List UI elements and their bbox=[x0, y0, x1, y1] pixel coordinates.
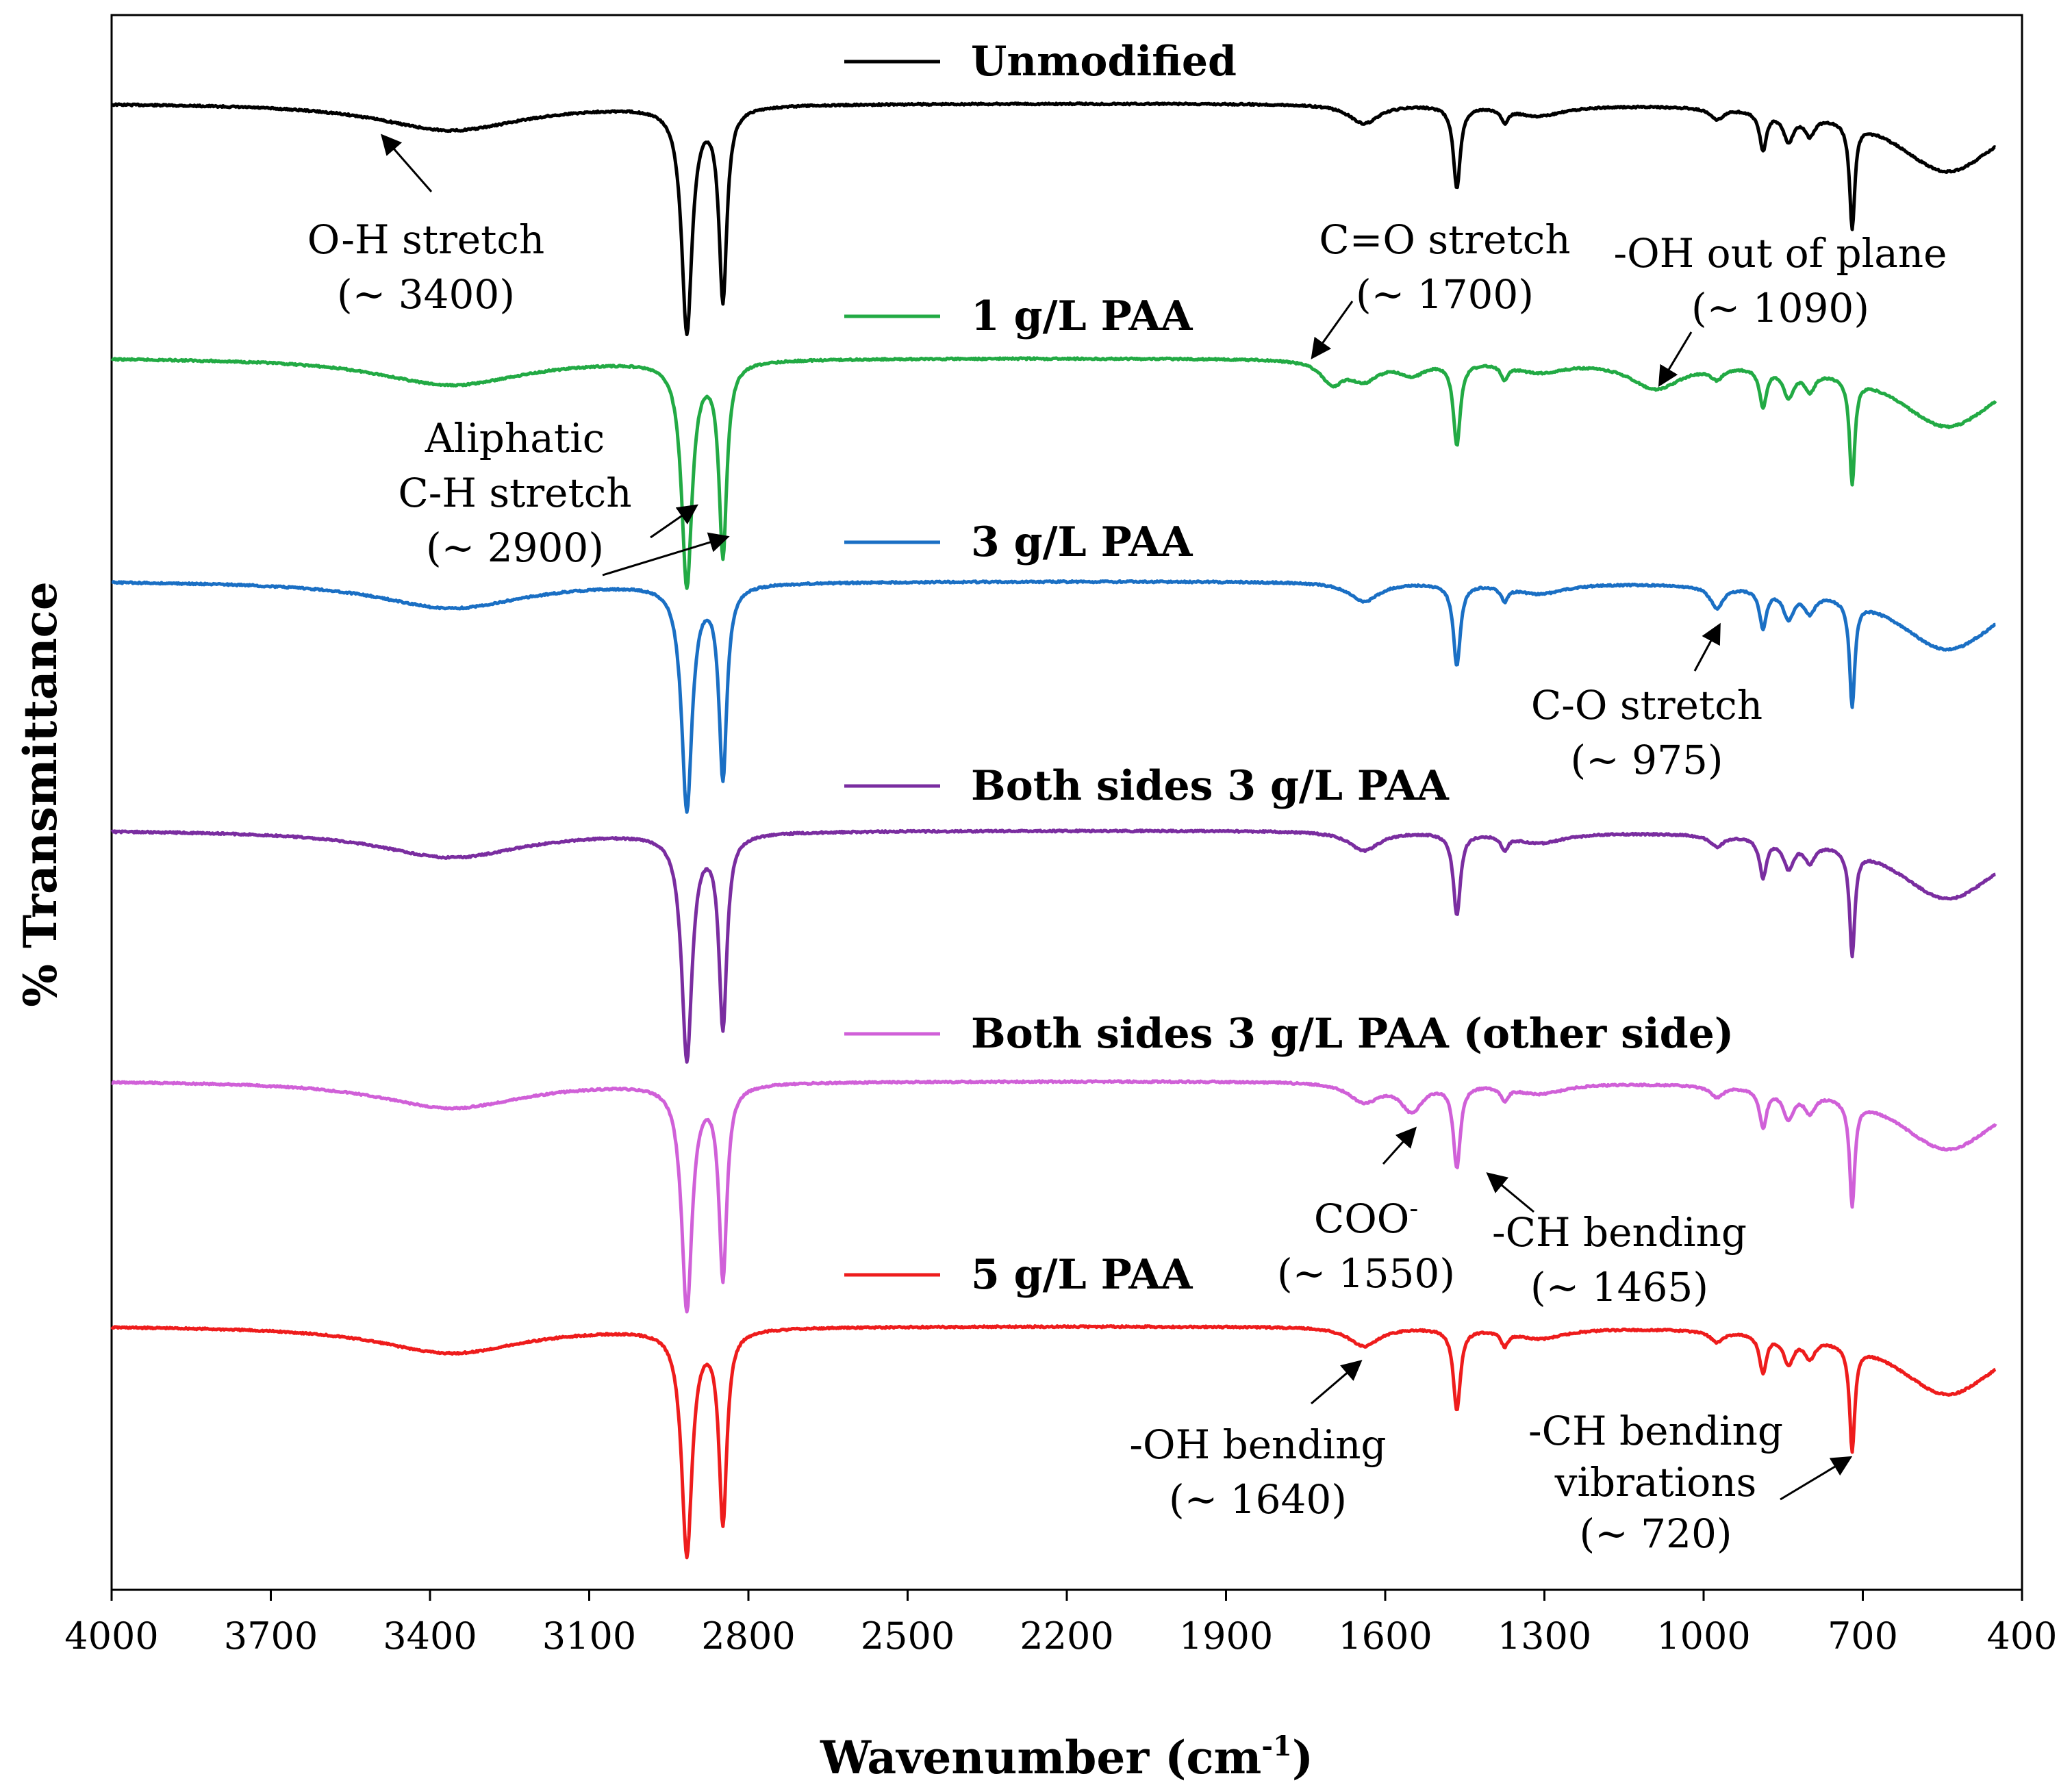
annotation-arrow-0-0 bbox=[381, 134, 433, 192]
legend-label-1: 1 g/L PAA bbox=[971, 292, 1193, 340]
x-tick-label: 1900 bbox=[1179, 1614, 1273, 1658]
annotation-7-line-0: -OH bending bbox=[1129, 1421, 1386, 1468]
annotation-7-line-1: (~ 1640) bbox=[1169, 1476, 1347, 1523]
x-tick-label: 3100 bbox=[542, 1614, 636, 1658]
x-tick-label: 1600 bbox=[1338, 1614, 1432, 1658]
x-axis-title: Wavenumber (cm-1) bbox=[820, 1730, 1313, 1784]
annotation-arrow-1-1 bbox=[602, 532, 730, 576]
annotation-8-line-2: (~ 720) bbox=[1580, 1510, 1732, 1557]
annotation-0-line-0: O-H stretch bbox=[307, 216, 545, 263]
legend-label-4: Both sides 3 g/L PAA (other side) bbox=[971, 1010, 1734, 1058]
x-tick-label: 1000 bbox=[1656, 1614, 1750, 1658]
series-layer bbox=[110, 101, 1997, 1560]
annotation-arrow-4-0 bbox=[1693, 622, 1721, 672]
x-tick-label: 3400 bbox=[383, 1614, 477, 1658]
annotation-arrow-7-0 bbox=[1311, 1360, 1363, 1405]
annotation-layer: O-H stretch (~ 3400) Aliphatic C-H stretch (… bbox=[307, 134, 1947, 1557]
legend-label-3: Both sides 3 g/L PAA bbox=[971, 762, 1450, 810]
series-line-3 bbox=[110, 828, 1997, 1064]
annotation-2-line-0: C=O stretch bbox=[1319, 216, 1570, 263]
series-line-2 bbox=[111, 579, 1997, 814]
series-line-5 bbox=[110, 1324, 1997, 1560]
annotation-1-line-2: (~ 2900) bbox=[426, 524, 604, 571]
x-tick-label: 2500 bbox=[861, 1614, 955, 1658]
legend-layer: Unmodified 1 g/L PAA 3 g/L PAA Both sides 3… bbox=[844, 38, 1734, 1299]
x-tick-label: 400 bbox=[1986, 1614, 2057, 1658]
annotation-6-line-1: (~ 1465) bbox=[1530, 1264, 1708, 1310]
series-line-1 bbox=[110, 356, 1997, 590]
annotation-2-line-1: (~ 1700) bbox=[1356, 271, 1534, 318]
annotation-arrow-2-0 bbox=[1311, 301, 1354, 359]
annotation-arrow-3-0 bbox=[1658, 331, 1693, 388]
x-tick-label: 2200 bbox=[1020, 1614, 1113, 1658]
x-tick-label: 2800 bbox=[701, 1614, 795, 1658]
series-line-4 bbox=[111, 1079, 1997, 1314]
legend-label-2: 3 g/L PAA bbox=[971, 518, 1193, 566]
annotation-8-line-0: -CH bending bbox=[1528, 1408, 1783, 1454]
annotation-1-line-0: Aliphatic bbox=[425, 415, 605, 461]
x-axis: 4000 3700 3400 3100 2800 2500 2200 1900 1600 1300… bbox=[64, 1590, 2058, 1658]
y-axis-title: % Transmittance bbox=[14, 581, 67, 1007]
annotation-8-line-1: vibrations bbox=[1554, 1459, 1757, 1506]
x-tick-label: 4000 bbox=[64, 1614, 158, 1658]
annotation-5-line-0: COO- bbox=[1314, 1193, 1418, 1242]
x-tick-label: 700 bbox=[1828, 1614, 1898, 1658]
annotation-arrow-8-0 bbox=[1780, 1456, 1853, 1501]
annotation-0-line-1: (~ 3400) bbox=[337, 271, 515, 318]
annotation-4-line-0: C-O stretch bbox=[1531, 682, 1763, 728]
annotation-6-line-0: -CH bending bbox=[1492, 1209, 1747, 1256]
series-line-0 bbox=[111, 101, 1997, 336]
annotation-5-line-1: (~ 1550) bbox=[1277, 1250, 1455, 1297]
x-tick-label: 3700 bbox=[224, 1614, 318, 1658]
annotation-1-line-1: C-H stretch bbox=[398, 470, 631, 516]
annotation-3-line-1: (~ 1090) bbox=[1691, 285, 1869, 331]
annotation-arrow-5-0 bbox=[1382, 1126, 1417, 1165]
annotation-4-line-1: (~ 975) bbox=[1571, 737, 1723, 783]
legend-label-5: 5 g/L PAA bbox=[971, 1251, 1193, 1299]
annotation-arrow-1-0 bbox=[650, 504, 698, 539]
legend-label-0: Unmodified bbox=[971, 38, 1237, 86]
x-tick-label: 1300 bbox=[1498, 1614, 1591, 1658]
annotation-3-line-0: -OH out of plane bbox=[1614, 230, 1947, 277]
annotation-arrow-6-0 bbox=[1486, 1172, 1534, 1213]
